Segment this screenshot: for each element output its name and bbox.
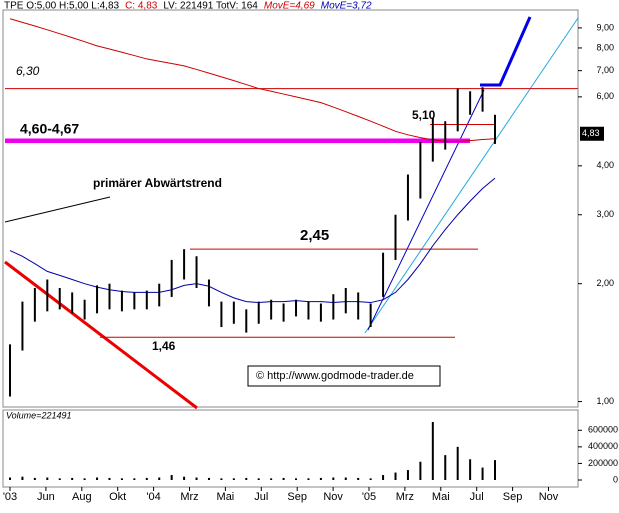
volume-bar <box>83 478 86 480</box>
y-tick-label: 2,00 <box>596 278 614 288</box>
watermark: © http://www.godmode-trader.de <box>256 370 414 382</box>
x-tick-label: '05 <box>362 491 376 503</box>
y-tick-label: 3,00 <box>596 209 614 219</box>
volume-bar <box>46 477 49 480</box>
volume-bar <box>270 478 273 480</box>
volume-bar <box>120 478 123 480</box>
volume-bar <box>382 475 385 480</box>
watermark-box <box>247 365 441 387</box>
volume-tick-label: 200000 <box>588 458 618 468</box>
volume-bar <box>332 477 335 480</box>
y-tick-label: 6,00 <box>596 91 614 101</box>
volume-bar <box>108 477 111 480</box>
y-tick-label: 8,00 <box>596 42 614 52</box>
x-tick-label: Nov <box>539 491 559 503</box>
uptrend-line <box>364 17 579 334</box>
level-label: 6,30 <box>16 64 40 78</box>
x-tick-label: '03 <box>3 491 17 503</box>
header-text: C: 4,83 <box>125 1 158 12</box>
volume-bar <box>406 470 409 480</box>
volume-bar <box>307 478 310 480</box>
header-text: LV: 221491 TotV: 164 <box>163 1 258 12</box>
volume-bar <box>456 446 459 480</box>
level-band <box>5 138 470 144</box>
volume-bar <box>444 455 447 480</box>
x-tick-label: Jun <box>37 491 55 503</box>
volume-bar <box>357 477 360 480</box>
projection <box>480 16 532 87</box>
header-text: TPE O:5,00 H:5,00 L:4,83 <box>4 1 120 12</box>
volume-frame <box>2 409 579 488</box>
volume-bar <box>71 477 74 480</box>
x-tick-label: Jul <box>470 491 484 503</box>
volume-tick-label: 0 <box>613 474 618 484</box>
last-price-box <box>580 126 604 141</box>
volume-bar <box>494 460 496 480</box>
volume-bar <box>245 477 248 480</box>
volume-bar <box>319 477 322 480</box>
volume-bar <box>481 467 484 480</box>
x-tick-label: Mrz <box>396 491 414 503</box>
header-text: MovE=3,72 <box>321 1 372 12</box>
volume-bar <box>220 478 223 480</box>
volume-bar <box>195 477 198 480</box>
moving-average <box>9 18 496 142</box>
volume-bar <box>170 475 173 480</box>
last-price-label: 4,83 <box>582 128 600 138</box>
x-tick-label: Nov <box>323 491 343 503</box>
pointer-line <box>4 196 111 223</box>
header-text: MovE=4,69 <box>264 1 315 12</box>
level-label: 5,10 <box>412 108 436 122</box>
volume-bar <box>183 476 186 480</box>
volume-bar <box>394 472 397 480</box>
volume-bar <box>344 477 347 480</box>
x-tick-label: Aug <box>72 491 92 503</box>
y-tick-label: 4,00 <box>596 160 614 170</box>
volume-bar <box>145 477 148 480</box>
level-label: 4,60-4,67 <box>20 121 79 137</box>
volume-bar <box>469 459 472 480</box>
level-label: 2,45 <box>300 227 329 244</box>
x-tick-label: Mrz <box>180 491 198 503</box>
x-tick-label: Sep <box>503 491 523 503</box>
x-tick-label: Jul <box>254 491 268 503</box>
y-tick-label: 1,00 <box>596 396 614 406</box>
volume-bar <box>158 477 161 480</box>
volume-tick-label: 600000 <box>588 425 618 435</box>
downtrend-line <box>4 260 198 410</box>
volume-bar <box>369 478 372 480</box>
volume-bar <box>96 477 99 480</box>
price-frame <box>2 9 579 408</box>
x-tick-label: '04 <box>146 491 160 503</box>
volume-bar <box>9 477 11 480</box>
volume-bar <box>282 477 285 480</box>
volume-tick-label: 400000 <box>588 441 618 451</box>
volume-bar <box>133 478 136 480</box>
y-tick-label: 7,00 <box>596 65 614 75</box>
volume-bar <box>21 476 24 480</box>
volume-bar <box>431 422 434 480</box>
volume-bar <box>58 478 61 480</box>
volume-bar <box>33 477 36 480</box>
x-tick-label: Mai <box>432 491 450 503</box>
volume-bar <box>207 477 210 480</box>
level-label: 1,46 <box>152 339 176 353</box>
x-tick-label: Mai <box>217 491 235 503</box>
volume-bar <box>232 478 235 480</box>
x-tick-label: Sep <box>287 491 307 503</box>
volume-label: Volume=221491 <box>6 410 71 420</box>
y-tick-label: 9,00 <box>596 22 614 32</box>
annotation: primärer Abwärtstrend <box>93 176 222 190</box>
uptrend-line <box>367 89 485 331</box>
volume-bar <box>419 461 422 480</box>
volume-bar <box>257 478 260 480</box>
x-tick-label: Okt <box>109 491 126 503</box>
moving-average <box>9 177 496 304</box>
volume-bar <box>295 478 298 480</box>
